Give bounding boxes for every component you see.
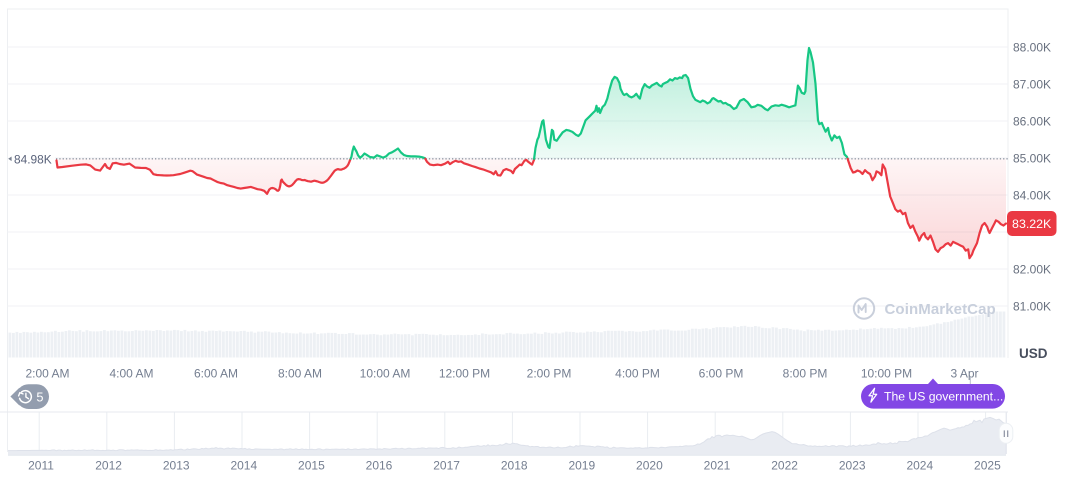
svg-text:84.00K: 84.00K — [1013, 189, 1051, 203]
svg-text:85.00K: 85.00K — [1013, 152, 1051, 166]
svg-text:2018: 2018 — [501, 459, 528, 473]
svg-text:84.98K: 84.98K — [14, 153, 52, 167]
svg-text:4:00 AM: 4:00 AM — [109, 367, 153, 381]
svg-text:The US government...: The US government... — [884, 390, 1003, 404]
svg-text:2024: 2024 — [906, 459, 933, 473]
svg-text:83.22K: 83.22K — [1012, 217, 1052, 231]
svg-text:88.00K: 88.00K — [1013, 41, 1051, 55]
svg-text:2025: 2025 — [974, 459, 1001, 473]
svg-text:2021: 2021 — [704, 459, 731, 473]
svg-text:12:00 PM: 12:00 PM — [439, 367, 490, 381]
svg-text:6:00 AM: 6:00 AM — [194, 367, 238, 381]
svg-text:2017: 2017 — [433, 459, 460, 473]
svg-text:2022: 2022 — [771, 459, 798, 473]
svg-text:USD: USD — [1019, 346, 1048, 361]
svg-text:2019: 2019 — [568, 459, 595, 473]
svg-text:10:00 AM: 10:00 AM — [360, 367, 411, 381]
svg-text:8:00 AM: 8:00 AM — [278, 367, 322, 381]
svg-text:4:00 PM: 4:00 PM — [615, 367, 660, 381]
svg-text:86.00K: 86.00K — [1013, 115, 1051, 129]
svg-text:2:00 PM: 2:00 PM — [527, 367, 572, 381]
svg-text:81.00K: 81.00K — [1013, 300, 1051, 314]
svg-text:6:00 PM: 6:00 PM — [699, 367, 744, 381]
svg-text:82.00K: 82.00K — [1013, 263, 1051, 277]
svg-text:2023: 2023 — [839, 459, 866, 473]
svg-text:2013: 2013 — [163, 459, 190, 473]
svg-text:3 Apr: 3 Apr — [950, 367, 978, 381]
svg-text:10:00 PM: 10:00 PM — [861, 367, 912, 381]
svg-text:2012: 2012 — [95, 459, 122, 473]
svg-text:87.00K: 87.00K — [1013, 78, 1051, 92]
svg-text:8:00 PM: 8:00 PM — [783, 367, 828, 381]
svg-text:2016: 2016 — [366, 459, 393, 473]
svg-text:CoinMarketCap: CoinMarketCap — [885, 301, 996, 318]
svg-text:2:00 AM: 2:00 AM — [25, 367, 69, 381]
svg-text:2020: 2020 — [636, 459, 663, 473]
svg-text:5: 5 — [36, 389, 43, 404]
svg-text:2015: 2015 — [298, 459, 325, 473]
svg-text:2014: 2014 — [230, 459, 257, 473]
svg-text:2011: 2011 — [28, 459, 54, 473]
